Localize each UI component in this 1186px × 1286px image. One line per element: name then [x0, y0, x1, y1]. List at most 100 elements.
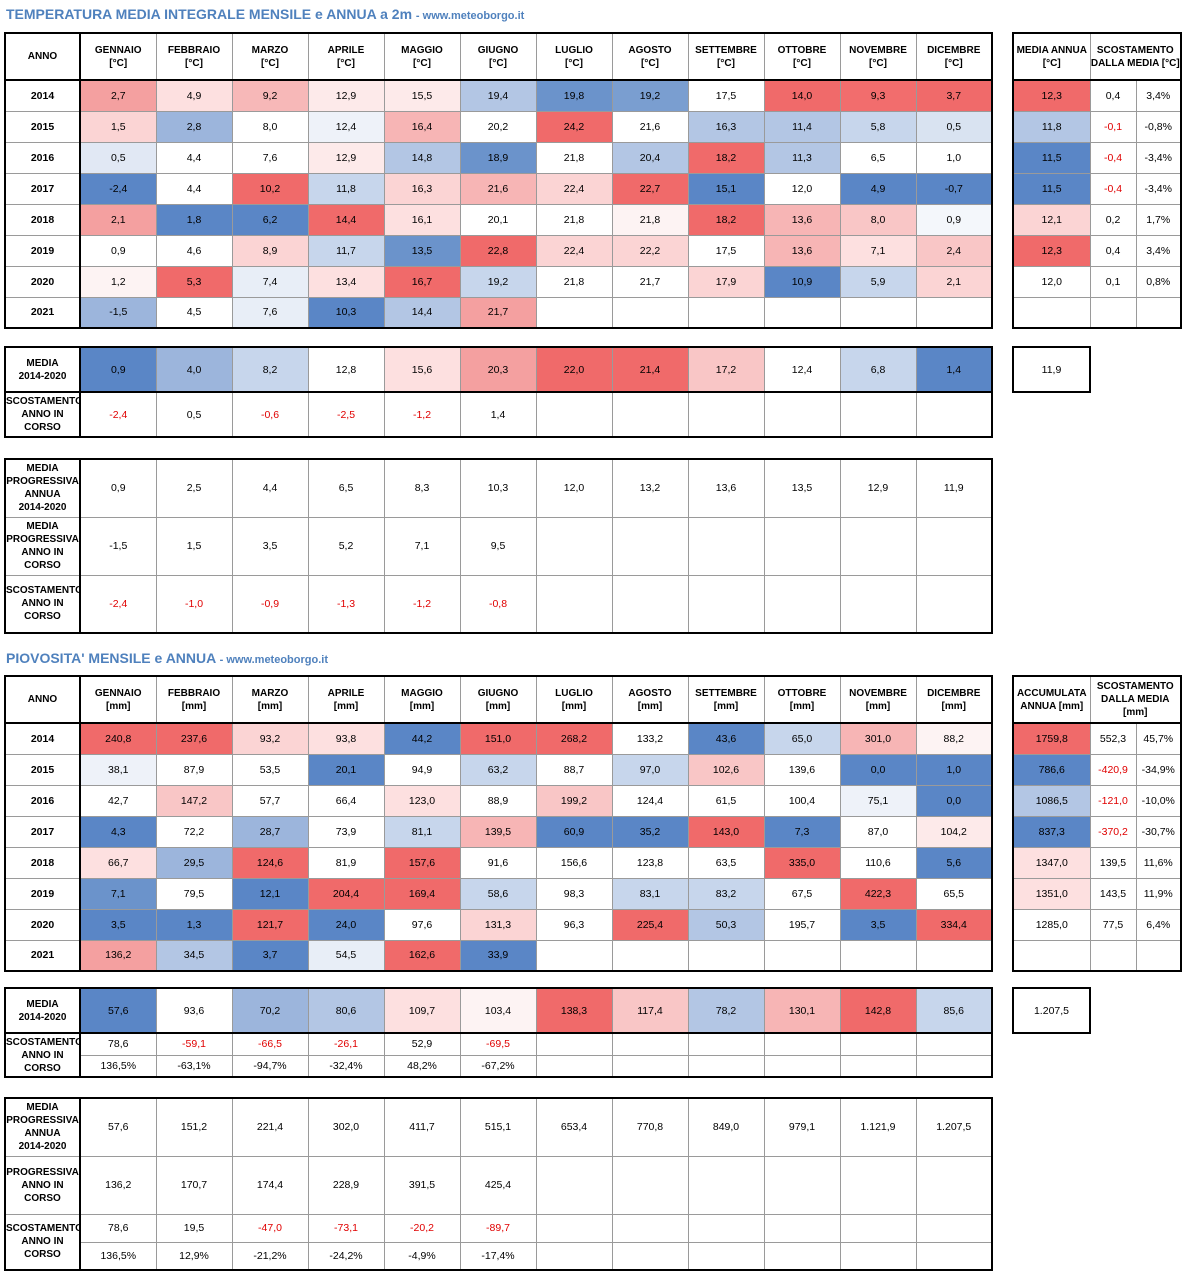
rain-mean-value-cell: 130,1 — [763, 987, 841, 1034]
temperature-mean-value-cell — [611, 391, 689, 438]
rain-value-cell: 3,5 — [79, 908, 157, 941]
rain-value-cell: 28,7 — [231, 815, 309, 848]
rain-value-cell: 43,6 — [687, 722, 765, 755]
temperature-month-header: NOVEMBRE [°C] — [839, 32, 917, 81]
rain-progressive-value-cell: -17,4% — [459, 1241, 537, 1271]
temperature-progressive-value-cell: 6,5 — [307, 458, 385, 518]
rain-value-cell: 104,2 — [915, 815, 993, 848]
temperature-mean-value-cell: 21,4 — [611, 346, 689, 393]
rain-value-cell: 20,1 — [307, 753, 385, 786]
temperature-value-cell: 15,1 — [687, 172, 765, 205]
rain-value-cell: 3,7 — [231, 939, 309, 972]
rain-year-label: 2019 — [4, 877, 81, 910]
rain-progressive-value-cell — [915, 1241, 993, 1271]
temperature-value-cell: 5,3 — [155, 265, 233, 298]
temperature-value-cell: 11,4 — [763, 110, 841, 143]
temperature-year-label: 2017 — [4, 172, 81, 205]
temperature-value-cell: 13,5 — [383, 234, 461, 267]
rain-mean-table: MEDIA 2014-2020 57,6 93,6 70,2 80,6 109,7 103,4… — [4, 987, 993, 1078]
temperature-value-cell: 10,9 — [763, 265, 841, 298]
rain-value-cell: 81,1 — [383, 815, 461, 848]
rain-mean-value-cell: 70,2 — [231, 987, 309, 1034]
temperature-value-cell: 4,9 — [155, 79, 233, 112]
rain-value-cell: 53,5 — [231, 753, 309, 786]
temperature-value-cell: 7,1 — [839, 234, 917, 267]
temperature-annual-value — [1012, 296, 1091, 329]
rain-value-cell: 83,1 — [611, 877, 689, 910]
rain-value-cell: 44,2 — [383, 722, 461, 755]
temperature-annual-header-row: MEDIA ANNUA [°C] SCOSTAMENTO DALLA MEDIA [°… — [1012, 32, 1182, 81]
temperature-deviation-value: 0,4 — [1089, 234, 1137, 267]
rain-annual-row: 837,3 -370,2 -30,7% — [1012, 815, 1182, 848]
rain-mean-value-cell: -59,1 — [155, 1032, 233, 1056]
rain-value-cell: 34,5 — [155, 939, 233, 972]
rain-year-header: ANNO — [4, 675, 81, 724]
temperature-value-cell: 20,4 — [611, 141, 689, 174]
temperature-value-cell: 0,5 — [79, 141, 157, 174]
temperature-value-cell: 13,4 — [307, 265, 385, 298]
rain-progressive-row: SCOSTAMENTO ANNO IN CORSO 78,6 19,5 -47,0 -73,… — [4, 1213, 993, 1271]
temperature-site-link[interactable]: - www.meteoborgo.it — [415, 10, 525, 22]
temperature-year-row: 2015 1,5 2,8 8,0 12,4 16,4 20,2 24,2 21,6 16,3 11,… — [4, 110, 993, 143]
rain-value-cell: 335,0 — [763, 846, 841, 879]
rain-progressive-value-cell — [611, 1241, 689, 1271]
rain-mean-value-cell — [535, 1054, 613, 1078]
rain-monthly-table: ANNO GENNAIO [mm] FEBBRAIO [mm] MARZO [mm] APRI… — [4, 675, 993, 972]
rain-progressive-value-cell: 12,9% — [155, 1241, 233, 1271]
temperature-value-cell: 16,1 — [383, 203, 461, 236]
temperature-progressive-row: MEDIA PROGRESSIVA ANNUA 2014-2020 0,9 2,5 4,4 6… — [4, 458, 993, 518]
rain-mean-value-cell: -67,2% — [459, 1054, 537, 1078]
rain-value-cell — [687, 939, 765, 972]
temperature-progressive-value-cell: 11,9 — [915, 458, 993, 518]
rain-year-label: 2016 — [4, 784, 81, 817]
temperature-progressive-value-cell: 9,5 — [459, 516, 537, 576]
rain-value-cell: 131,3 — [459, 908, 537, 941]
rain-value-cell — [839, 939, 917, 972]
rain-mean-value-cell — [839, 1032, 917, 1056]
temperature-progressive-value-cell: 12,9 — [839, 458, 917, 518]
temperature-month-header: APRILE [°C] — [307, 32, 385, 81]
rain-progressive-row: 136,5% 12,9% -21,2% -24,2% -4,9% -17,4% — [5, 1241, 993, 1271]
temperature-value-cell: 11,3 — [763, 141, 841, 174]
temperature-value-cell — [687, 296, 765, 329]
rain-mean-value-cell: 78,6 — [79, 1032, 157, 1056]
rain-value-cell: 73,9 — [307, 815, 385, 848]
rain-deviation-value: 139,5 — [1089, 846, 1137, 879]
temperature-annual-row — [1012, 296, 1182, 329]
rain-year-row: 2019 7,1 79,5 12,1 204,4 169,4 58,6 98,3 83,1 83,… — [4, 877, 993, 910]
temperature-progressive-value-cell: 2,5 — [155, 458, 233, 518]
temperature-progressive-row: MEDIA PROGRESSIVA ANNO IN CORSO -1,5 1,5 3,5 5,… — [4, 516, 993, 576]
temperature-value-cell: 14,8 — [383, 141, 461, 174]
temperature-value-cell: 19,2 — [611, 79, 689, 112]
temperature-month-header: FEBBRAIO [°C] — [155, 32, 233, 81]
rain-mean-value-cell: 117,4 — [611, 987, 689, 1034]
rain-progressive-value-cell: 170,7 — [155, 1155, 233, 1215]
temperature-annual-value: 12,1 — [1012, 203, 1091, 236]
rain-value-cell — [763, 939, 841, 972]
rain-mean-value-cell: 57,6 — [79, 987, 157, 1034]
rain-header-row: ANNO GENNAIO [mm] FEBBRAIO [mm] MARZO [mm] APRI… — [4, 675, 993, 724]
temperature-mean-value-cell: 12,4 — [763, 346, 841, 393]
rain-year-label: 2021 — [4, 939, 81, 972]
rain-site-link[interactable]: - www.meteoborgo.it — [219, 654, 328, 666]
rain-progressive-value-cell: 653,4 — [535, 1097, 613, 1157]
rain-value-cell: 110,6 — [839, 846, 917, 879]
rain-value-cell: 29,5 — [155, 846, 233, 879]
temperature-value-cell: 21,7 — [459, 296, 537, 329]
rain-progressive-row: PROGRESSIVA ANNO IN CORSO 136,2 170,7 174,4 22… — [4, 1155, 993, 1215]
rain-value-cell — [915, 939, 993, 972]
rain-value-cell: 102,6 — [687, 753, 765, 786]
rain-progressive-value-cell: 849,0 — [687, 1097, 765, 1157]
rain-value-cell: 66,7 — [79, 846, 157, 879]
temperature-value-cell: 12,4 — [307, 110, 385, 143]
temperature-mean-value-cell: 6,8 — [839, 346, 917, 393]
rain-value-cell: 1,0 — [915, 753, 993, 786]
rain-progressive-value-cell: 425,4 — [459, 1155, 537, 1215]
rain-value-cell: 334,4 — [915, 908, 993, 941]
temperature-value-cell: 20,1 — [459, 203, 537, 236]
rain-progressive-value-cell: 136,2 — [79, 1155, 157, 1215]
temperature-value-cell: 4,5 — [155, 296, 233, 329]
rain-month-header: AGOSTO [mm] — [611, 675, 689, 724]
temperature-mean-value-cell — [535, 391, 613, 438]
temperature-progressive-value-cell — [839, 574, 917, 634]
